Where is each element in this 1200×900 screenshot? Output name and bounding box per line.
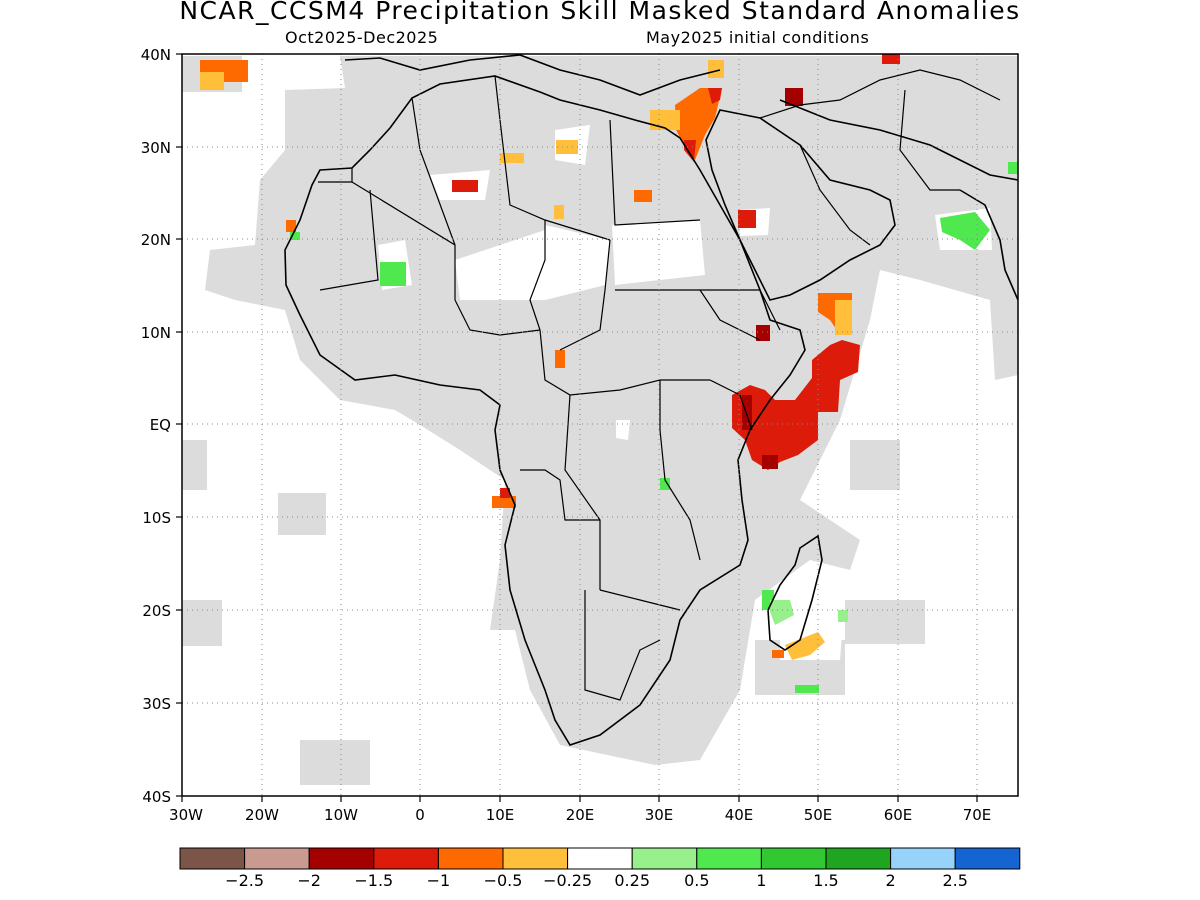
colorbar-swatch: [890, 847, 956, 870]
lon-label: 30W: [169, 806, 203, 824]
lat-label: 20S: [142, 602, 171, 620]
colorbar-label: 1.5: [813, 871, 838, 890]
lon-label: 70E: [963, 806, 992, 824]
europe-coastline: [344, 54, 721, 96]
lon-label: 20E: [566, 806, 595, 824]
colorbar-label: 1: [756, 871, 766, 890]
colorbar-label: 2: [886, 871, 896, 890]
colorbar-swatch: [437, 847, 504, 870]
colorbar-label: −2.5: [225, 871, 264, 890]
initial-conditions: May2025 initial conditions: [646, 28, 870, 47]
map-field: [182, 54, 1018, 785]
map-title: NCAR_CCSM4 Precipitation Skill Masked St…: [179, 0, 1021, 25]
lat-axis: 40N 30N 20N 10N EQ 10S 20S 30S 40S: [141, 46, 182, 806]
colorbar-swatch: [954, 847, 1021, 870]
colorbar-swatch: [825, 847, 892, 870]
madagascar-coastline: [767, 534, 823, 651]
lon-label: 10W: [324, 806, 358, 824]
lat-label: 40N: [141, 46, 171, 64]
lat-label: EQ: [150, 416, 171, 434]
colorbar-label: −2: [297, 871, 321, 890]
colorbar-swatch: [244, 847, 310, 870]
colorbar-swatch: [502, 847, 569, 870]
lon-label: 10E: [486, 806, 515, 824]
colorbar-swatch: [308, 847, 375, 870]
country-borders: [318, 69, 1001, 701]
lon-label: 50E: [804, 806, 833, 824]
masked-region: [182, 56, 1018, 785]
lon-label: 60E: [884, 806, 913, 824]
colorbar-label: −0.25: [543, 871, 592, 890]
colorbar-label: 0.25: [614, 871, 650, 890]
forecast-period: Oct2025-Dec2025: [285, 28, 439, 47]
colorbar-swatch: [696, 847, 762, 870]
colorbar-label: −0.5: [484, 871, 523, 890]
lat-label: 40S: [142, 788, 171, 806]
gulf-coastline: [779, 99, 1018, 181]
colorbar-label: −1: [427, 871, 451, 890]
colorbar-label: 0.5: [684, 871, 709, 890]
colorbar-label: 2.5: [942, 871, 967, 890]
lon-axis: 30W 20W 10W 0 10E 20E 30E 40E 50E 60E 70…: [169, 796, 991, 824]
lat-label: 10S: [142, 509, 171, 527]
map-frame: [181, 53, 1019, 797]
coastlines: [284, 54, 1018, 746]
africa-coastline: [284, 75, 806, 746]
lon-label: 40E: [725, 806, 754, 824]
lat-label: 30N: [141, 139, 171, 157]
anomaly-cells: [200, 54, 1018, 693]
colorbar-swatch: [631, 847, 698, 870]
colorbar-swatch: [760, 847, 827, 870]
lat-label: 20N: [141, 231, 171, 249]
arabia-coastline: [705, 109, 896, 301]
lon-label: 20W: [245, 806, 279, 824]
colorbar-swatch: [179, 847, 246, 870]
colorbar-swatch: [373, 847, 439, 870]
lon-label: 0: [415, 806, 425, 824]
colorbar: −2.5 −2 −1.5 −1 −0.5 −0.25 0.25 0.5 1 1.5 2 2.5: [179, 847, 1021, 890]
lat-label: 10N: [141, 324, 171, 342]
lon-label: 30E: [645, 806, 674, 824]
map-grid: [182, 54, 1018, 796]
colorbar-label: −1.5: [354, 871, 393, 890]
colorbar-swatch: [567, 847, 633, 870]
lat-label: 30S: [142, 695, 171, 713]
